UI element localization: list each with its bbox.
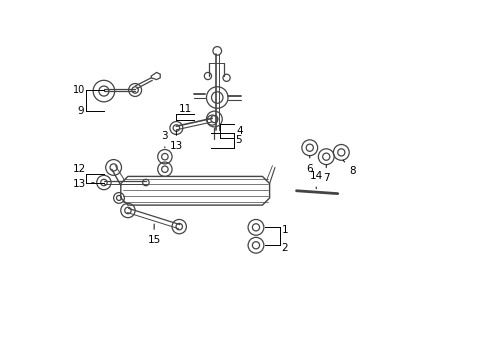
Text: 10: 10	[73, 85, 85, 95]
Text: 8: 8	[343, 160, 355, 176]
Text: 5: 5	[235, 135, 242, 145]
Text: 3: 3	[161, 131, 168, 148]
Text: 6: 6	[306, 156, 312, 174]
Text: 7: 7	[322, 165, 329, 183]
Text: 9: 9	[77, 106, 83, 116]
Text: 11: 11	[178, 104, 191, 114]
Text: 14: 14	[309, 171, 322, 189]
Text: 13: 13	[169, 131, 183, 151]
Text: 15: 15	[147, 224, 161, 245]
Text: 4: 4	[236, 126, 243, 136]
Text: 2: 2	[281, 243, 288, 253]
Text: 1: 1	[281, 225, 288, 235]
Text: 12: 12	[73, 164, 86, 174]
Text: 13: 13	[73, 179, 94, 189]
